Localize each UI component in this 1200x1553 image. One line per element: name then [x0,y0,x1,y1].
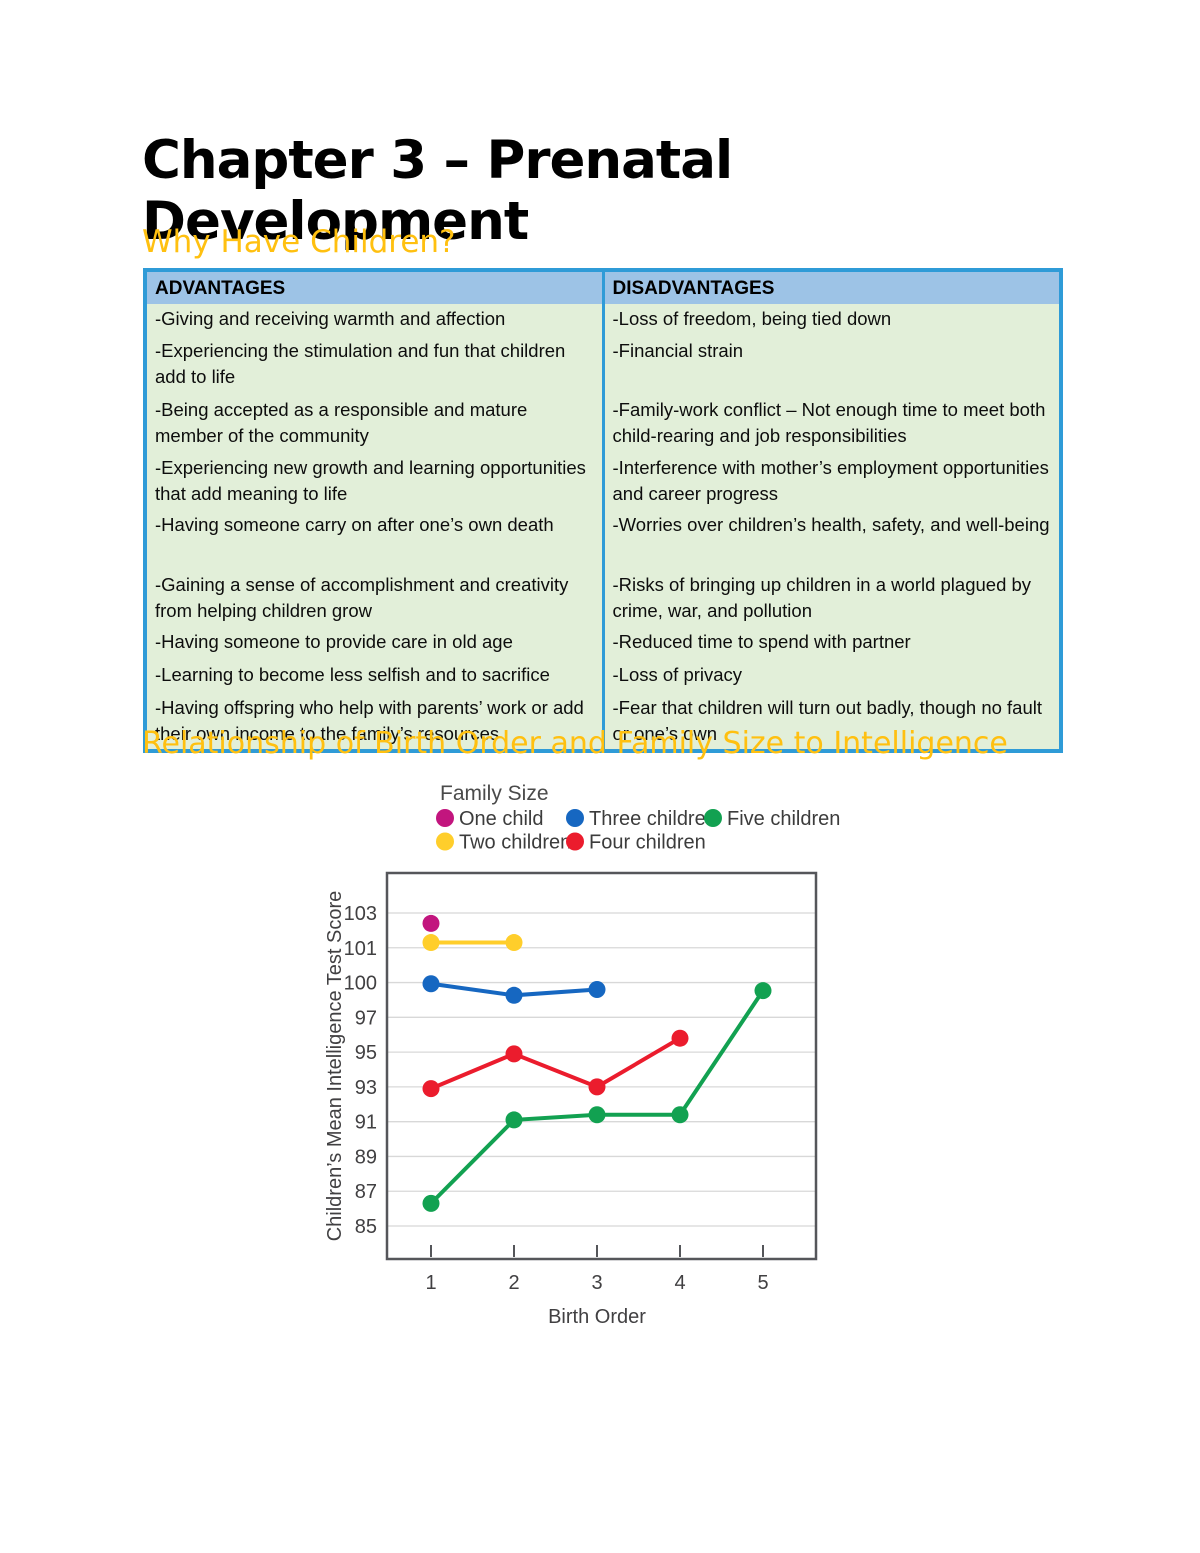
chart-point-four-children [422,1080,440,1098]
legend-dot-two-children [436,832,454,851]
x-tick-label: 1 [425,1272,436,1294]
legend-title: Family Size [440,782,549,805]
chart-point-one-child [422,914,440,932]
x-tick-label: 2 [508,1272,519,1294]
table-cell-disadvantage: -Financial strain [601,336,1061,395]
chart-point-five-children [505,1111,523,1129]
table-row: -Having someone carry on after one’s own… [145,509,1061,570]
table-row: -Experiencing the stimulation and fun th… [145,336,1061,395]
table-row: -Gaining a sense of accomplishment and c… [145,569,1061,627]
page-title: Chapter 3 – Prenatal Development [142,130,733,252]
chart-point-four-children [505,1045,523,1063]
legend-dot-five-children [704,809,722,827]
y-tick-label: 103 [344,903,377,925]
table-cell-disadvantage: -Reduced time to spend with partner [601,626,1061,660]
y-tick-label: 101 [344,938,377,960]
chart-line-five-children [429,989,765,1205]
legend-label: Two children [459,832,571,854]
table-cell-advantage: -Being accepted as a responsible and mat… [155,399,528,447]
y-axis-title: Children’s Mean Intelligence Test Score [325,891,346,1242]
table-row: -Giving and receiving warmth and affecti… [145,304,1061,336]
table-cell-disadvantage: -Risks of bringing up children in a worl… [601,569,1061,627]
table-row: -Learning to become less selfish and to … [145,659,1061,693]
legend-label: Three children [589,808,717,830]
chart-point-three-children [505,986,523,1004]
legend-dot-four-children [566,832,584,851]
y-tick-label: 85 [355,1216,377,1238]
chart-line-four-children [430,1036,682,1091]
chart-point-four-children [671,1029,689,1047]
table-header-row: ADVANTAGES DISADVANTAGES [145,270,1061,304]
table-cell-disadvantage: -Loss of privacy [601,659,1061,693]
table-cell-advantage: -Having someone to provide care in old a… [155,630,513,652]
table-cell-disadvantage: -Family-work conflict – Not enough time … [601,395,1061,453]
y-tick-label: 95 [355,1042,377,1064]
chart-point-three-children [588,981,606,999]
table-cell-advantage: -Having someone carry on after one’s own… [155,513,554,535]
chart-point-two-children [505,934,523,952]
table-header-advantages: ADVANTAGES [145,270,603,304]
x-tick-label: 5 [757,1272,768,1294]
table-cell-disadvantage: -Interference with mother’s employment o… [601,453,1061,510]
x-tick-label: 3 [591,1272,602,1294]
section-heading-why-have-children: Why Have Children? [142,224,456,260]
chart-point-five-children [588,1106,606,1124]
y-tick-label: 91 [355,1112,377,1134]
table-cell-disadvantage: -Worries over children’s health, safety,… [601,509,1061,570]
x-tick-label: 4 [674,1272,685,1294]
plot-border [385,871,818,1261]
legend-dot-three-children [566,809,584,827]
table-row: -Being accepted as a responsible and mat… [145,395,1061,453]
y-tick-label: 93 [355,1077,377,1099]
y-tick-label: 100 [344,973,377,995]
chart-point-five-children [754,982,772,1000]
chart-point-three-children [422,975,440,993]
intelligence-chart: Family Size One child Two children Three ch… [324,778,885,1338]
y-tick-label: 97 [355,1007,377,1029]
table-cell-advantage: -Experiencing new growth and learning op… [155,457,586,505]
table-cell-advantage: -Gaining a sense of accomplishment and c… [155,573,569,621]
legend-label: Four children [589,832,706,854]
legend-label: Five children [727,808,840,830]
table-row: -Experiencing new growth and learning op… [145,453,1061,510]
y-tick-label: 87 [355,1181,377,1203]
legend-label: One child [459,808,544,830]
table-cell-disadvantage: -Fear that children will turn out badly,… [601,692,1061,752]
table-cell-advantage: -Experiencing the stimulation and fun th… [155,340,566,388]
chart-point-two-children [422,934,440,952]
chart-point-four-children [588,1078,606,1096]
table: ADVANTAGES DISADVANTAGES -Giving and rec… [143,268,1063,754]
table-row: -Having offspring who help with parents’… [145,692,1061,752]
table-header-disadvantages: DISADVANTAGES [601,270,1061,304]
table-row: -Having someone to provide care in old a… [145,626,1061,660]
advantages-disadvantages-table: ADVANTAGES DISADVANTAGES -Giving and rec… [143,268,1063,754]
chart-point-five-children [422,1194,440,1212]
chart-point-five-children [671,1106,689,1124]
x-axis-title: Birth Order [548,1306,646,1328]
table-cell-disadvantage: -Loss of freedom, being tied down [601,304,1061,336]
y-tick-label: 89 [355,1146,377,1168]
table-cell-advantage: -Learning to become less selfish and to … [155,663,550,685]
table-cell-advantage: -Having offspring who help with parents’… [155,696,584,744]
legend-dot-one-child [436,809,454,827]
section-heading-birth-order: Relationship of Birth Order and Family S… [142,726,1008,761]
table-cell-advantage: -Giving and receiving warmth and affecti… [155,308,506,329]
